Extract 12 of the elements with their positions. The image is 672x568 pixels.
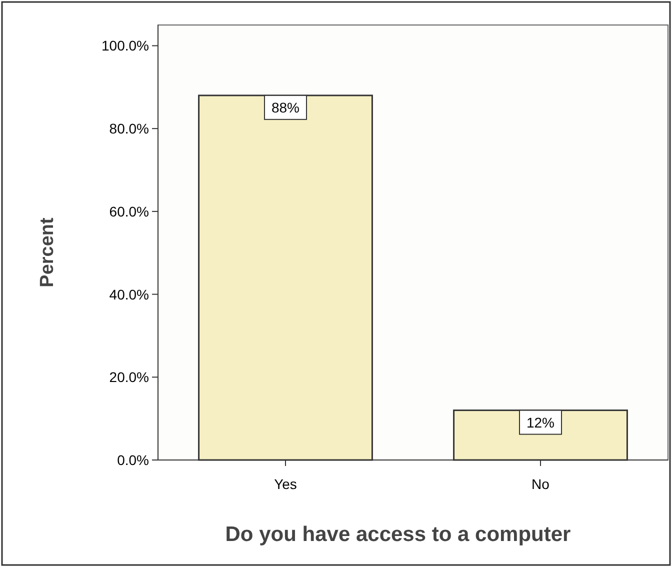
y-tick-label: 20.0% — [109, 369, 149, 386]
y-tick-label: 80.0% — [109, 120, 149, 137]
y-axis-title: Percent — [37, 216, 58, 288]
y-tick-label: 40.0% — [109, 286, 149, 302]
data-label: 12% — [526, 414, 555, 430]
y-tick-label: 0.0% — [117, 452, 149, 468]
x-axis-title: Do you have access to a computer — [225, 523, 571, 546]
x-tick-label: No — [532, 476, 550, 492]
y-tick-label: 60.0% — [109, 203, 149, 220]
y-tick-label: 100.0% — [102, 38, 149, 54]
data-label: 88% — [271, 99, 300, 116]
x-tick-label: Yes — [274, 476, 297, 492]
